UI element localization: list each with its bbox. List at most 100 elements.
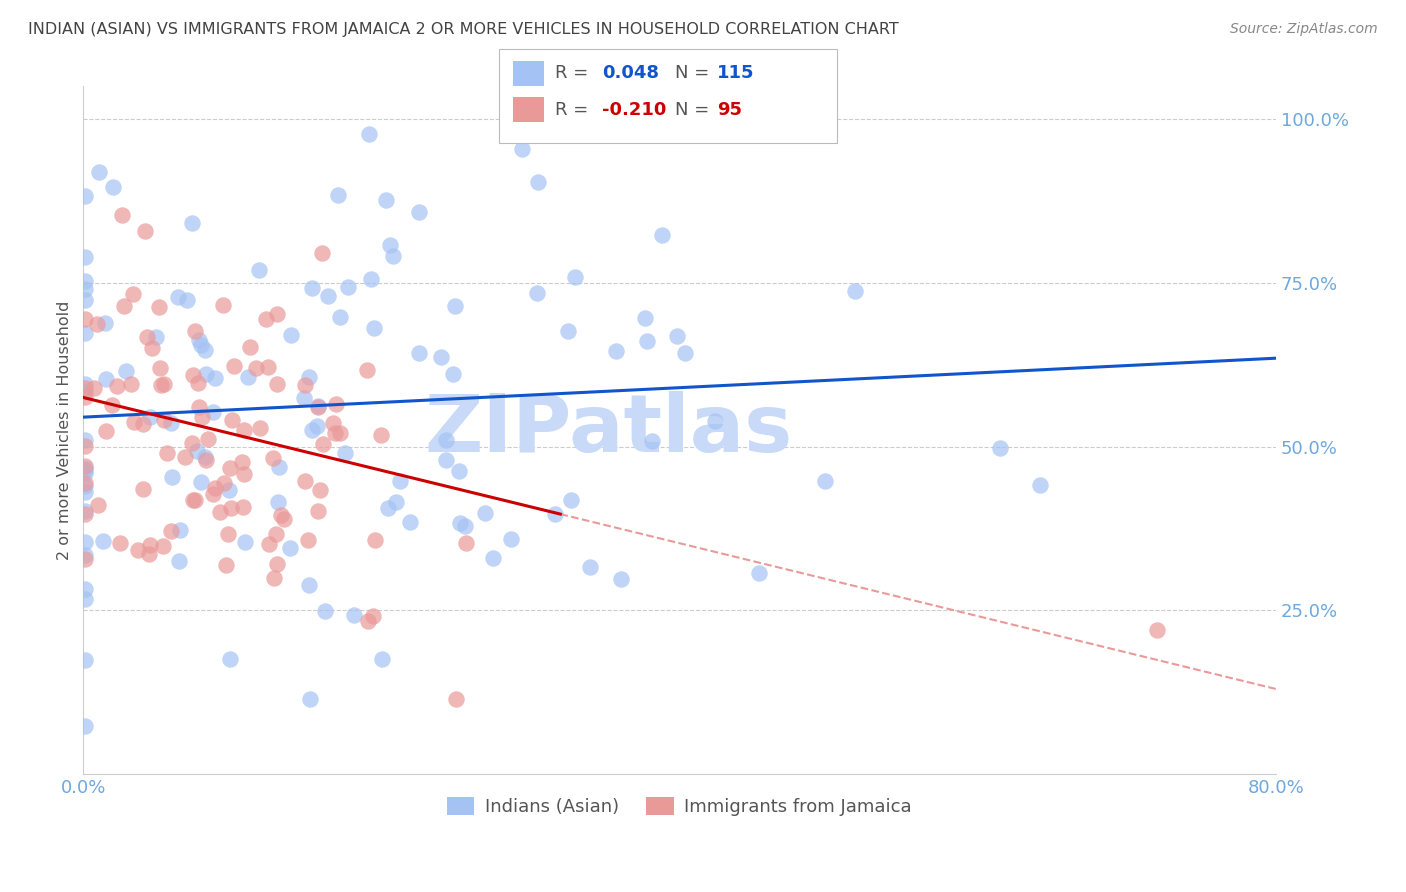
- Point: [232, 500, 254, 514]
- Point: [1028, 477, 1050, 491]
- Point: [187, 333, 209, 347]
- Point: [232, 467, 254, 482]
- Point: [307, 400, 329, 414]
- Point: [219, 500, 242, 515]
- Point: [194, 453, 217, 467]
- Point: [233, 534, 256, 549]
- Point: [139, 410, 162, 425]
- Point: [86, 318, 108, 332]
- Point: [152, 539, 174, 553]
- Point: [239, 340, 262, 354]
- Point: [360, 272, 382, 286]
- Point: [73, 463, 96, 477]
- Point: [325, 397, 347, 411]
- Point: [221, 412, 243, 426]
- Point: [814, 474, 837, 488]
- Point: [844, 285, 866, 299]
- Text: R =: R =: [555, 64, 595, 82]
- Point: [187, 376, 209, 390]
- Point: [212, 475, 235, 490]
- Text: R =: R =: [555, 101, 595, 119]
- Point: [73, 653, 96, 667]
- Point: [297, 533, 319, 547]
- Point: [132, 417, 155, 432]
- Point: [136, 330, 159, 344]
- Point: [73, 461, 96, 475]
- Point: [181, 492, 204, 507]
- Point: [186, 443, 208, 458]
- Text: INDIAN (ASIAN) VS IMMIGRANTS FROM JAMAICA 2 OR MORE VEHICLES IN HOUSEHOLD CORREL: INDIAN (ASIAN) VS IMMIGRANTS FROM JAMAIC…: [28, 22, 898, 37]
- Point: [441, 367, 464, 381]
- Point: [301, 424, 323, 438]
- Point: [73, 377, 96, 392]
- Point: [307, 399, 329, 413]
- Text: 0.048: 0.048: [602, 64, 659, 82]
- Point: [444, 299, 467, 313]
- Point: [434, 433, 457, 447]
- Point: [447, 464, 470, 478]
- Point: [356, 363, 378, 377]
- Text: 95: 95: [717, 101, 742, 119]
- Point: [329, 426, 352, 441]
- Point: [181, 436, 204, 450]
- Point: [357, 615, 380, 629]
- Point: [194, 450, 217, 464]
- Point: [482, 551, 505, 566]
- Point: [380, 237, 402, 252]
- Point: [215, 558, 238, 573]
- Point: [544, 507, 567, 521]
- Point: [236, 370, 259, 384]
- Point: [307, 503, 329, 517]
- Point: [634, 310, 657, 325]
- Point: [183, 493, 205, 508]
- Point: [454, 536, 477, 550]
- Point: [560, 492, 582, 507]
- Point: [73, 475, 96, 490]
- Point: [174, 450, 197, 464]
- Legend: Indians (Asian), Immigrants from Jamaica: Indians (Asian), Immigrants from Jamaica: [440, 789, 920, 823]
- Point: [190, 475, 212, 490]
- Point: [101, 179, 124, 194]
- Point: [249, 421, 271, 435]
- Point: [73, 326, 96, 340]
- Point: [605, 344, 627, 359]
- Point: [309, 483, 332, 497]
- Point: [266, 377, 288, 392]
- Point: [263, 571, 285, 585]
- Point: [204, 482, 226, 496]
- Point: [270, 508, 292, 522]
- Point: [219, 652, 242, 666]
- Text: 115: 115: [717, 64, 755, 82]
- Point: [202, 486, 225, 500]
- Point: [176, 293, 198, 307]
- Point: [112, 299, 135, 313]
- Point: [148, 301, 170, 315]
- Point: [181, 216, 204, 230]
- Point: [204, 371, 226, 385]
- Point: [231, 455, 253, 469]
- Point: [73, 582, 96, 597]
- Point: [94, 316, 117, 330]
- Point: [156, 446, 179, 460]
- Point: [297, 577, 319, 591]
- Point: [357, 127, 380, 141]
- Point: [267, 460, 290, 475]
- Point: [73, 459, 96, 474]
- Text: -0.210: -0.210: [602, 101, 666, 119]
- Point: [557, 324, 579, 338]
- Point: [96, 372, 118, 386]
- Point: [273, 512, 295, 526]
- Point: [73, 384, 96, 399]
- Point: [211, 298, 233, 312]
- Text: N =: N =: [675, 101, 714, 119]
- Point: [294, 378, 316, 392]
- Point: [122, 415, 145, 429]
- Point: [160, 416, 183, 430]
- Point: [430, 351, 453, 365]
- Point: [312, 436, 335, 450]
- Point: [105, 379, 128, 393]
- Point: [323, 426, 346, 441]
- Point: [364, 533, 387, 548]
- Point: [361, 609, 384, 624]
- Point: [264, 526, 287, 541]
